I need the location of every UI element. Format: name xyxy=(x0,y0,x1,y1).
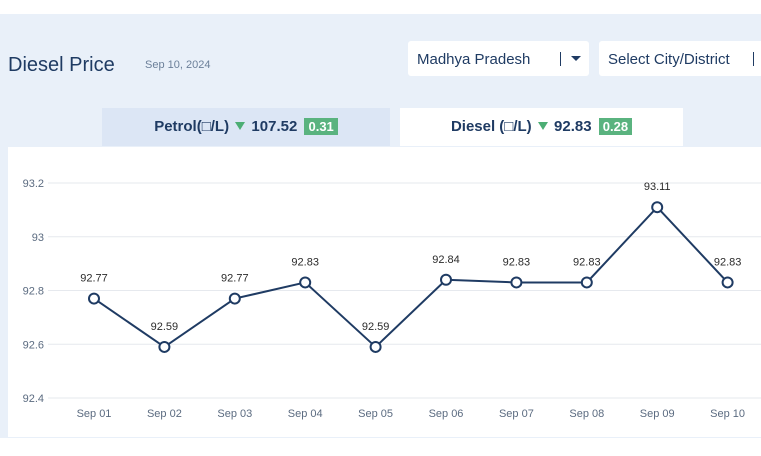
data-point xyxy=(510,276,523,289)
select-divider xyxy=(753,52,754,66)
data-label: 92.59 xyxy=(151,321,179,333)
price-line-chart: 93.2 93 92.8 92.6 92.4 Sep 01 Sep 02 Sep 03 Sep … xyxy=(23,178,761,420)
y-tick-label: 93 xyxy=(32,232,44,244)
x-tick-label: Sep 05 xyxy=(358,408,393,420)
down-triangle-icon xyxy=(235,122,246,131)
y-tick-label: 93.2 xyxy=(23,178,44,190)
city-select-placeholder: Select City/District xyxy=(608,51,730,68)
x-tick-label: Sep 06 xyxy=(429,408,464,420)
data-label: 92.83 xyxy=(714,256,742,268)
data-point xyxy=(299,276,312,289)
data-point xyxy=(88,292,100,305)
select-divider xyxy=(560,52,561,66)
tab-petrol-label: Petrol(□/L) xyxy=(154,118,230,135)
x-tick-label: Sep 08 xyxy=(569,408,604,420)
x-tick-label: Sep 03 xyxy=(217,408,252,420)
price-date: Sep 10, 2024 xyxy=(145,59,211,71)
y-tick-label: 92.6 xyxy=(23,339,44,351)
x-tick-label: Sep 07 xyxy=(499,408,534,420)
down-triangle-icon xyxy=(537,122,548,131)
tab-diesel-price: 92.83 xyxy=(554,118,592,135)
data-label: 92.77 xyxy=(80,273,108,285)
x-tick-label: Sep 01 xyxy=(77,408,112,420)
data-label: 92.83 xyxy=(573,256,601,268)
x-tick-label: Sep 04 xyxy=(288,408,323,420)
data-point xyxy=(651,201,664,214)
tab-petrol-price: 107.52 xyxy=(251,118,298,135)
series-line xyxy=(93,205,729,349)
y-tick-label: 92.8 xyxy=(23,286,44,298)
data-point xyxy=(158,340,171,353)
data-point xyxy=(369,340,382,353)
data-label: 92.84 xyxy=(432,254,460,266)
data-label: 92.83 xyxy=(503,256,531,268)
data-point xyxy=(721,276,734,289)
data-label: 93.11 xyxy=(644,181,671,193)
tab-petrol-change-badge: 0.31 xyxy=(304,118,338,135)
y-tick-label: 92.4 xyxy=(23,393,44,405)
data-point xyxy=(228,292,241,305)
city-select[interactable]: Select City/District xyxy=(599,41,761,76)
data-point xyxy=(580,276,593,289)
tab-diesel-change-badge: 0.28 xyxy=(598,118,633,135)
tab-diesel[interactable]: Diesel (□/L) 92.83 0.28 xyxy=(400,108,683,146)
state-select-value: Madhya Pradesh xyxy=(417,51,531,68)
price-chart-panel: 93.2 93 92.8 92.6 92.4 Sep 01 Sep 02 Sep 03 Sep … xyxy=(8,147,761,437)
page-title: Diesel Price xyxy=(8,54,115,76)
data-label: 92.83 xyxy=(291,256,319,268)
state-select[interactable]: Madhya Pradesh xyxy=(408,41,589,76)
data-label: 92.77 xyxy=(221,273,249,285)
chevron-down-icon[interactable] xyxy=(571,56,581,61)
x-tick-label: Sep 02 xyxy=(147,408,182,420)
x-tick-label: Sep 10 xyxy=(710,408,745,420)
x-tick-label: Sep 09 xyxy=(640,408,675,420)
price-card: Diesel Price Sep 10, 2024 Madhya Pradesh… xyxy=(0,14,761,438)
data-label: 92.59 xyxy=(362,321,390,333)
tab-petrol[interactable]: Petrol(□/L) 107.52 0.31 xyxy=(102,108,390,146)
data-point xyxy=(440,273,452,286)
tab-diesel-label: Diesel (□/L) xyxy=(450,118,532,135)
